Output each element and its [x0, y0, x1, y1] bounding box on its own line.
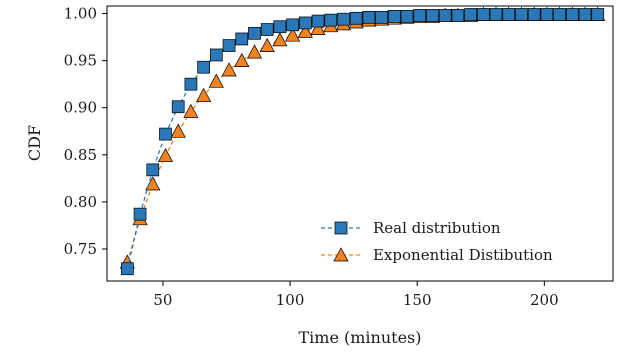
data-point-real	[273, 20, 287, 34]
data-point-real	[502, 8, 516, 21]
data-point-exponential	[285, 27, 301, 42]
x-axis-label: Time (minutes)	[298, 328, 421, 347]
data-point-real	[311, 14, 325, 28]
data-point-exponential	[196, 87, 212, 102]
data-point-real	[133, 207, 147, 221]
data-point-exponential	[183, 103, 199, 118]
x-axis: 50 100 150 200	[153, 281, 559, 309]
data-point-real	[451, 9, 465, 22]
legend-marker-real	[334, 221, 348, 235]
data-point-real	[464, 8, 477, 21]
y-tick-label: 1.00	[64, 5, 97, 23]
data-point-real	[400, 10, 414, 23]
data-point-real	[489, 8, 503, 21]
data-point-real	[146, 163, 160, 177]
series-layer	[119, 6, 606, 276]
data-point-real	[184, 77, 198, 91]
data-point-real	[362, 10, 376, 24]
x-tick-label: 200	[530, 291, 559, 309]
legend-marker-exponential	[333, 247, 349, 262]
series-line-real	[126, 13, 598, 269]
data-point-real	[387, 10, 401, 23]
data-point-real	[197, 60, 210, 74]
data-point-exponential	[297, 23, 313, 38]
data-point-real	[438, 9, 452, 22]
data-point-real	[260, 23, 274, 36]
series-line-exponential	[126, 13, 598, 263]
y-tick-label: 0.85	[64, 146, 97, 164]
data-point-real	[553, 8, 566, 21]
data-point-exponential	[310, 20, 326, 35]
data-point-real	[578, 8, 592, 21]
data-point-exponential	[145, 176, 161, 191]
data-point-real	[540, 8, 554, 21]
y-axis-label: CDF	[25, 125, 44, 161]
data-point-exponential	[272, 32, 288, 47]
y-axis: 0.75 0.80 0.85 0.90 0.95 1.00	[64, 5, 107, 258]
data-point-real	[413, 9, 427, 22]
data-point-real	[527, 8, 541, 21]
data-point-real	[248, 26, 261, 40]
data-point-exponential	[246, 44, 263, 59]
plot-frame	[106, 5, 614, 282]
data-point-real	[565, 8, 579, 21]
data-point-real	[235, 32, 249, 46]
y-tick-label: 0.75	[64, 240, 97, 258]
series-exponential	[119, 6, 606, 269]
legend-label-real: Real distribution	[373, 219, 501, 237]
data-point-exponential	[221, 62, 237, 77]
data-point-real	[337, 12, 350, 26]
x-tick-label: 100	[276, 291, 305, 309]
y-tick-label: 0.95	[64, 52, 97, 70]
legend-label-exponential: Exponential Distibution	[373, 246, 553, 264]
data-point-real	[286, 18, 299, 32]
data-point-real	[159, 127, 172, 141]
legend: Real distribution Exponential Distibutio…	[321, 219, 553, 264]
data-point-real	[222, 39, 236, 52]
data-point-real	[298, 16, 312, 30]
data-point-real	[476, 8, 490, 21]
data-point-real	[120, 262, 134, 276]
data-point-exponential	[157, 147, 174, 163]
data-point-real	[171, 100, 185, 114]
data-point-exponential	[259, 37, 275, 52]
y-tick-label: 0.80	[64, 193, 97, 211]
data-point-real	[515, 8, 528, 21]
data-point-exponential	[234, 52, 250, 67]
series-real	[120, 8, 605, 276]
legend-entry-exponential: Exponential Distibution	[321, 246, 553, 264]
data-point-real	[209, 48, 223, 62]
data-point-real	[375, 10, 388, 24]
data-point-real	[426, 9, 439, 22]
data-point-real	[324, 13, 338, 27]
data-point-exponential	[170, 123, 186, 138]
data-point-exponential	[208, 73, 224, 88]
y-tick-label: 0.90	[64, 99, 97, 117]
legend-entry-real: Real distribution	[321, 219, 501, 237]
x-tick-label: 50	[153, 291, 172, 309]
data-point-real	[349, 11, 363, 25]
x-tick-label: 150	[403, 291, 432, 309]
data-point-real	[591, 8, 605, 21]
